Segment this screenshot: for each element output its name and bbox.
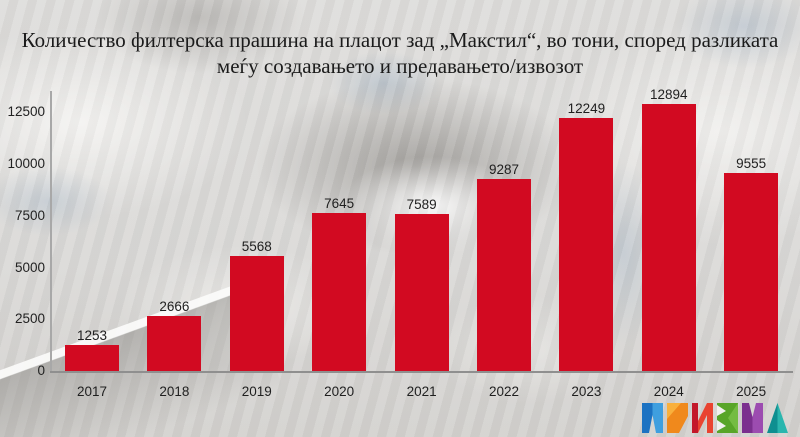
logo-letter-А xyxy=(767,403,788,433)
bar-value-label: 7645 xyxy=(324,196,355,211)
x-axis-label: 2017 xyxy=(76,384,108,399)
bar-value-label: 12894 xyxy=(650,87,688,102)
bar-value-label: 9555 xyxy=(736,156,767,171)
x-axis-label: 2023 xyxy=(571,384,602,399)
y-axis-tick-label: 5000 xyxy=(14,259,45,275)
bar-2020 xyxy=(312,213,367,372)
x-axis-label: 2020 xyxy=(324,384,355,399)
y-axis-tick-label: 7500 xyxy=(14,207,45,223)
x-axis-label: 2018 xyxy=(159,384,190,399)
bar-2022 xyxy=(477,179,531,372)
bar-2018 xyxy=(147,316,202,372)
y-axis-tick-label: 0 xyxy=(37,363,45,378)
bar-value-label: 12249 xyxy=(567,101,606,116)
x-axis-line xyxy=(50,371,793,373)
x-axis-label: 2021 xyxy=(406,384,437,399)
y-axis-tick-label: 2500 xyxy=(14,311,45,327)
x-axis-label: 2019 xyxy=(241,384,272,399)
bar-2021 xyxy=(394,214,449,372)
chart-title: Количество филтерска прашина на плацот з… xyxy=(21,28,779,78)
y-axis-tick-label: 10000 xyxy=(7,156,45,172)
logo-letter-З xyxy=(717,403,738,433)
logo-letter-И xyxy=(692,403,713,433)
bar-2025 xyxy=(724,173,779,372)
bar-value-label: 5568 xyxy=(241,239,272,254)
bar-value-label: 7589 xyxy=(406,197,437,212)
y-axis-tick-label: 12500 xyxy=(7,104,45,120)
prizma-logo xyxy=(642,403,788,433)
bar-2024 xyxy=(641,104,696,372)
logo-letter-М xyxy=(742,403,763,433)
y-axis-line xyxy=(50,91,52,373)
bar-2017 xyxy=(65,345,119,372)
x-axis-label: 2024 xyxy=(653,384,684,399)
logo-letter-П xyxy=(642,403,663,433)
bar-2019 xyxy=(229,256,284,372)
bar-value-label: 9287 xyxy=(488,162,520,177)
x-axis-label: 2025 xyxy=(736,384,767,399)
bar-value-label: 2666 xyxy=(159,299,190,314)
logo-letter-Р xyxy=(667,403,688,433)
x-axis-label: 2022 xyxy=(488,384,520,399)
bar-2023 xyxy=(559,118,614,372)
bar-value-label: 1253 xyxy=(76,328,108,343)
